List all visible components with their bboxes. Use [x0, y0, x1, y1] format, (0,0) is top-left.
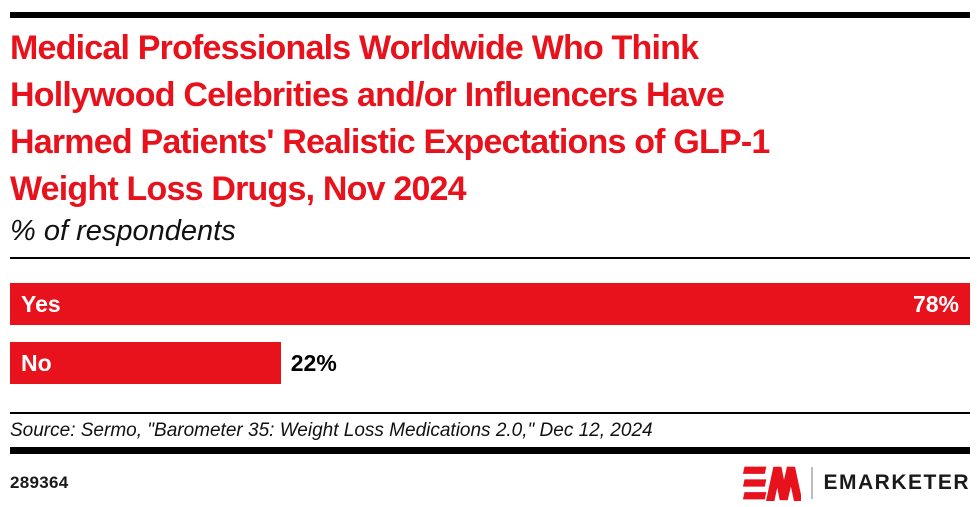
source-note: Source: Sermo, "Barometer 35: Weight Los… — [10, 420, 653, 441]
top-rule — [10, 12, 970, 18]
emarketer-logomark-icon — [743, 466, 802, 501]
footer-rule-thick — [10, 447, 970, 454]
bar-row: No 22% — [10, 342, 970, 384]
bar: No — [10, 342, 281, 384]
emarketer-logo: EMARKETER — [741, 465, 970, 501]
chart-title-line: Harmed Patients' Realistic Expectations … — [10, 123, 770, 161]
brand-wordmark: EMARKETER — [823, 471, 970, 494]
bar: Yes 78% — [10, 283, 970, 325]
header-divider — [10, 257, 970, 259]
bar-value-label: 78% — [912, 290, 959, 317]
chart-subtitle: % of respondents — [10, 215, 236, 247]
footer-bottom-row: 289364 EMARKETER — [10, 465, 970, 501]
logo-separator — [811, 467, 814, 499]
chart-title-line: Weight Loss Drugs, Nov 2024 — [10, 170, 467, 208]
bar-chart: Yes 78% No 22% — [10, 283, 970, 384]
chart-title: Medical Professionals Worldwide Who Thin… — [10, 25, 970, 213]
chart-id: 289364 — [10, 473, 69, 492]
chart-title-line: Medical Professionals Worldwide Who Thin… — [10, 29, 699, 67]
bar-category-label: Yes — [21, 290, 61, 317]
bar-value-label: 22% — [290, 349, 337, 376]
chart-title-line: Hollywood Celebrities and/or Influencers… — [10, 76, 725, 114]
footer-rule-thin — [10, 412, 970, 414]
bar-category-label: No — [21, 349, 52, 376]
bar-row: Yes 78% — [10, 283, 970, 325]
